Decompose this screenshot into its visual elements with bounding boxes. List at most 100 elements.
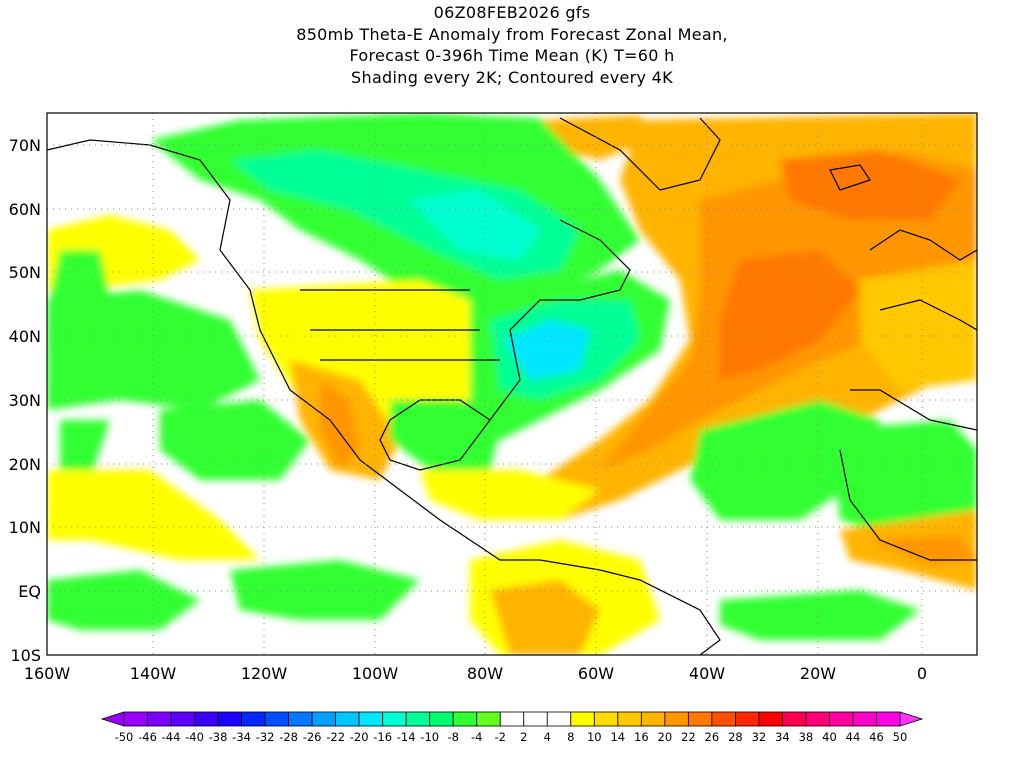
lat-label-70N: 70N bbox=[9, 136, 41, 155]
colorbar-swatch bbox=[123, 711, 148, 727]
colorbar-tick-label: -28 bbox=[279, 730, 298, 744]
lat-axis: 70N 60N 50N 40N 30N 20N 10N EQ 10S bbox=[9, 136, 41, 665]
colorbar-tick-label: 8 bbox=[567, 730, 574, 744]
colorbar-swatch bbox=[758, 711, 783, 727]
colorbar-tick-label: 4 bbox=[544, 730, 551, 744]
lon-label-20W: 20W bbox=[800, 664, 836, 683]
colorbar-tick-label: 16 bbox=[634, 730, 649, 744]
colorbar-tick-label: -32 bbox=[256, 730, 275, 744]
colorbar-tick-label: -14 bbox=[397, 730, 416, 744]
lon-label-80W: 80W bbox=[467, 664, 503, 683]
title-line-1: 06Z08FEB2026 gfs bbox=[433, 3, 591, 22]
colorbar-tick-label: 22 bbox=[681, 730, 696, 744]
colorbar-tick-label: 46 bbox=[869, 730, 884, 744]
colorbar-swatch bbox=[782, 711, 807, 727]
lat-label-60N: 60N bbox=[9, 200, 41, 219]
colorbar-swatch bbox=[499, 711, 525, 727]
gridlines bbox=[47, 113, 977, 655]
colorbar-tick-label: 14 bbox=[610, 730, 625, 744]
lon-label-40W: 40W bbox=[689, 664, 725, 683]
lat-label-40N: 40N bbox=[9, 327, 41, 346]
colorbar bbox=[100, 711, 924, 727]
colorbar-end-low bbox=[100, 711, 125, 727]
colorbar-tick-label: -50 bbox=[115, 730, 134, 744]
colorbar-swatch bbox=[452, 711, 478, 727]
lat-label-20N: 20N bbox=[9, 455, 41, 474]
colorbar-tick-label: -10 bbox=[420, 730, 439, 744]
colorbar-swatch bbox=[734, 711, 760, 727]
title-line-2: 850mb Theta-E Anomaly from Forecast Zona… bbox=[296, 25, 728, 44]
colorbar-swatch bbox=[617, 711, 642, 727]
colorbar-swatch bbox=[570, 711, 595, 727]
colorbar-swatch bbox=[640, 711, 666, 727]
colorbar-tick-label: 28 bbox=[728, 730, 743, 744]
colorbar-swatch bbox=[335, 711, 360, 727]
colorbar-tick-label: 40 bbox=[822, 730, 837, 744]
colorbar-swatch bbox=[664, 711, 689, 727]
colorbar-swatch bbox=[805, 711, 830, 727]
colorbar-swatch bbox=[852, 711, 877, 727]
colorbar-tick-label: -46 bbox=[138, 730, 157, 744]
colorbar-labels: -50 -46 -44 -40 -38 -34 -32 -28 -26 -22 -20 -16 -14-… bbox=[115, 730, 908, 744]
title-line-3: Forecast 0-396h Time Mean (K) T=60 h bbox=[349, 46, 675, 65]
colorbar-end-high bbox=[899, 711, 924, 727]
colorbar-tick-label: -22 bbox=[326, 730, 345, 744]
colorbar-tick-label: -44 bbox=[162, 730, 181, 744]
colorbar-tick-label: 20 bbox=[658, 730, 673, 744]
colorbar-tick-label: -38 bbox=[209, 730, 228, 744]
colorbar-swatch bbox=[170, 711, 195, 727]
colorbar-tick-label: -40 bbox=[185, 730, 204, 744]
colorbar-tick-label: -16 bbox=[373, 730, 392, 744]
colorbar-tick-label: -2 bbox=[495, 730, 506, 744]
lat-label-10N: 10N bbox=[9, 518, 41, 537]
colorbar-swatch bbox=[311, 711, 337, 727]
lat-label-EQ: EQ bbox=[18, 582, 41, 601]
colorbar-swatch bbox=[546, 711, 572, 727]
lon-label-140W: 140W bbox=[130, 664, 177, 683]
colorbar-tick-label: -8 bbox=[447, 730, 458, 744]
colorbar-swatch bbox=[405, 711, 431, 727]
colorbar-swatch bbox=[876, 711, 901, 727]
colorbar-swatch bbox=[382, 711, 407, 727]
colorbar-swatch bbox=[241, 711, 266, 727]
colorbar-swatch bbox=[264, 711, 290, 727]
colorbar-swatch bbox=[194, 711, 219, 727]
colorbar-swatch bbox=[476, 711, 501, 727]
colorbar-swatch bbox=[593, 711, 619, 727]
colorbar-tick-label: -20 bbox=[350, 730, 369, 744]
lon-label-160W: 160W bbox=[24, 664, 71, 683]
lat-label-10S: 10S bbox=[10, 646, 41, 665]
colorbar-swatch bbox=[429, 711, 454, 727]
lon-label-120W: 120W bbox=[241, 664, 288, 683]
lon-axis: 160W 140W 120W 100W 80W 60W 40W 20W 0 bbox=[24, 664, 927, 683]
colorbar-swatch bbox=[358, 711, 384, 727]
lon-label-60W: 60W bbox=[578, 664, 614, 683]
colorbar-swatch bbox=[217, 711, 242, 727]
colorbar-tick-label: 34 bbox=[775, 730, 790, 744]
colorbar-swatch bbox=[829, 711, 854, 727]
coastlines bbox=[47, 117, 977, 655]
colorbar-tick-label: 10 bbox=[587, 730, 602, 744]
colorbar-tick-label: -34 bbox=[232, 730, 251, 744]
colorbar-tick-label: 32 bbox=[752, 730, 767, 744]
lon-label-100W: 100W bbox=[352, 664, 399, 683]
colorbar-swatch bbox=[523, 711, 548, 727]
colorbar-tick-label: 2 bbox=[520, 730, 527, 744]
title-line-4: Shading every 2K; Contoured every 4K bbox=[351, 68, 673, 87]
colorbar-swatch bbox=[687, 711, 713, 727]
colorbar-tick-label: 44 bbox=[846, 730, 861, 744]
colorbar-swatch bbox=[147, 711, 172, 727]
colorbar-tick-label: 50 bbox=[893, 730, 908, 744]
map-frame bbox=[46, 112, 978, 656]
anomaly-shading bbox=[47, 113, 977, 655]
colorbar-tick-label: -26 bbox=[303, 730, 322, 744]
colorbar-swatch bbox=[288, 711, 313, 727]
colorbar-swatch bbox=[711, 711, 736, 727]
lon-label-0: 0 bbox=[917, 664, 927, 683]
lat-label-50N: 50N bbox=[9, 263, 41, 282]
colorbar-tick-label: 38 bbox=[799, 730, 814, 744]
colorbar-tick-label: -4 bbox=[471, 730, 482, 744]
colorbar-tick-label: 26 bbox=[705, 730, 720, 744]
lat-label-30N: 30N bbox=[9, 391, 41, 410]
